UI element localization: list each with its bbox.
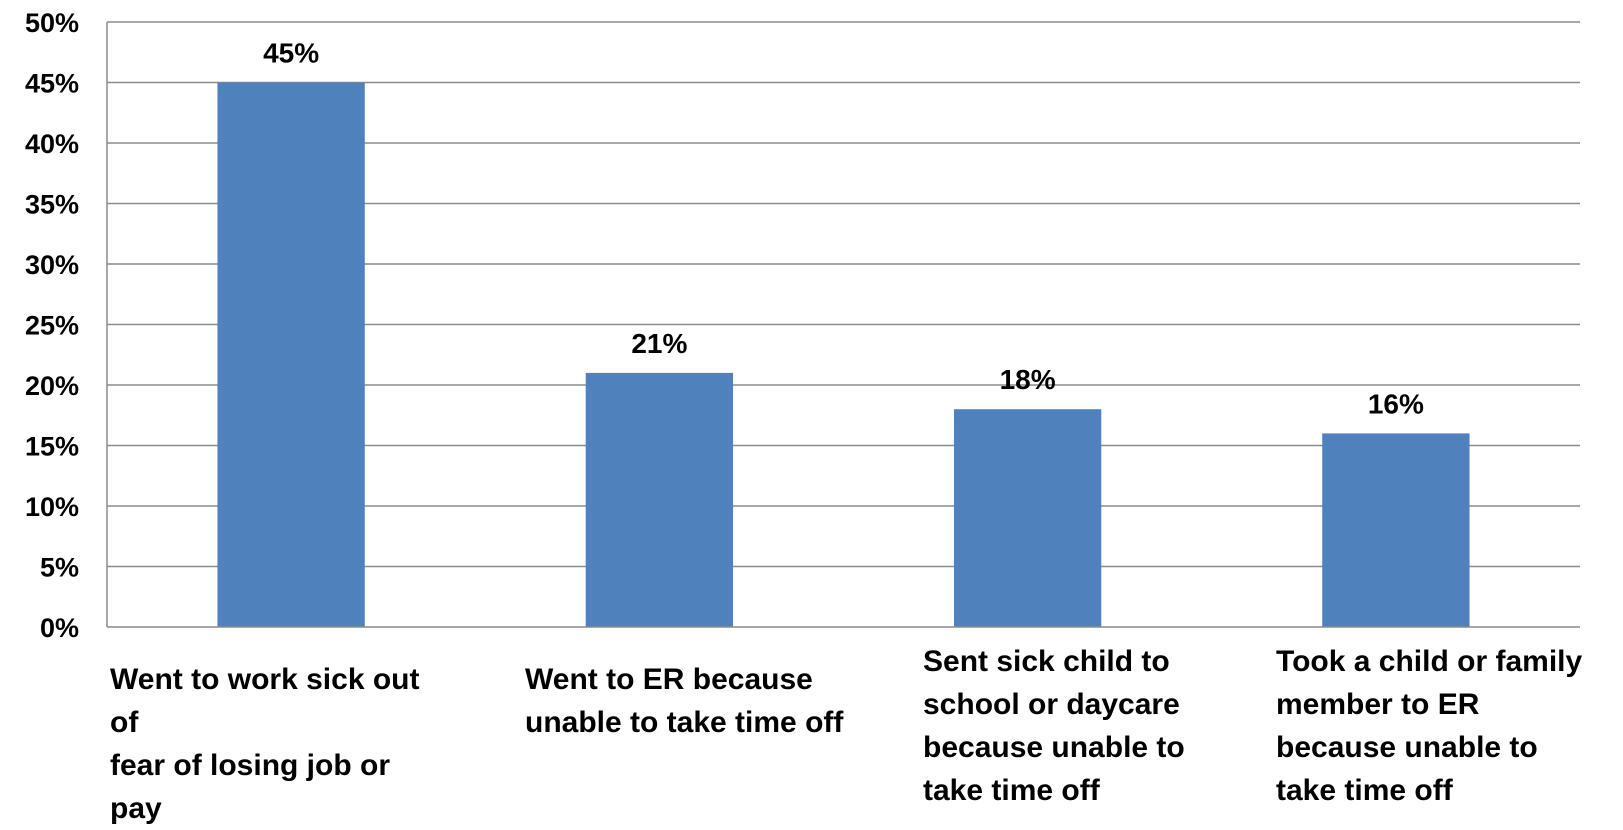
- data-label: 21%: [631, 328, 687, 359]
- x-category-label-line: take time off: [923, 774, 1100, 807]
- x-category-label: Went to work sick out of fear of losing j…: [110, 658, 450, 830]
- x-category-label-line: because unable to: [923, 731, 1185, 764]
- x-category-label-line: member to ER: [1276, 688, 1480, 721]
- y-tick-label: 45%: [25, 69, 79, 99]
- data-labels: 45% 21% 18% 16%: [263, 38, 1424, 420]
- y-tick-label: 10%: [25, 492, 79, 522]
- bars: [217, 82, 1470, 627]
- data-label: 18%: [1000, 364, 1056, 395]
- y-tick-label: 15%: [25, 432, 79, 462]
- y-tick-label: 40%: [25, 129, 79, 159]
- x-category-label-line: because unable to: [1276, 731, 1538, 764]
- bar: [953, 409, 1102, 627]
- bar: [585, 372, 734, 627]
- data-label: 16%: [1368, 388, 1424, 419]
- x-category-label-line: unable to take time off: [525, 706, 844, 739]
- x-category-label-line: Took a child or family: [1276, 645, 1583, 678]
- y-tick-label: 50%: [25, 8, 79, 38]
- y-axis-tick-labels: 0% 5% 10% 15% 20% 25% 30% 35% 40% 45% 50%: [25, 8, 79, 643]
- x-category-label-line: school or daycare: [923, 688, 1180, 721]
- bar-chart: 0% 5% 10% 15% 20% 25% 30% 35% 40% 45% 50% 45% 21% 18…: [25, 8, 1580, 643]
- y-tick-label: 5%: [40, 553, 79, 583]
- y-tick-label: 0%: [40, 613, 79, 643]
- y-tick-label: 30%: [25, 250, 79, 280]
- y-tick-label: 20%: [25, 371, 79, 401]
- y-tick-label: 35%: [25, 190, 79, 220]
- bar: [1322, 433, 1470, 627]
- y-tick-label: 25%: [25, 311, 79, 341]
- bar: [217, 82, 365, 627]
- x-category-label-line: Went to work sick out of: [110, 663, 420, 739]
- x-category-label-line: Went to ER because: [525, 663, 813, 696]
- x-category-label: Took a child or family member to ER becaus…: [1276, 640, 1616, 812]
- x-category-label: Went to ER because unable to take time of…: [525, 658, 865, 744]
- x-category-label-line: take time off: [1276, 774, 1453, 807]
- data-label: 45%: [263, 38, 319, 69]
- x-category-label-line: Sent sick child to: [923, 645, 1170, 678]
- x-category-label-line: fear of losing job or pay: [110, 749, 391, 825]
- x-category-label: Sent sick child to school or daycare becau…: [923, 640, 1263, 812]
